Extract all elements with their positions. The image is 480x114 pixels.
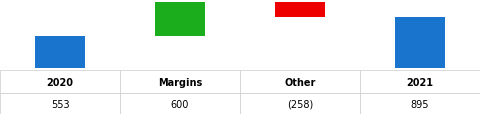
Bar <box>275 3 325 17</box>
Bar <box>35 37 85 68</box>
Bar <box>395 17 445 68</box>
Bar <box>155 3 205 37</box>
